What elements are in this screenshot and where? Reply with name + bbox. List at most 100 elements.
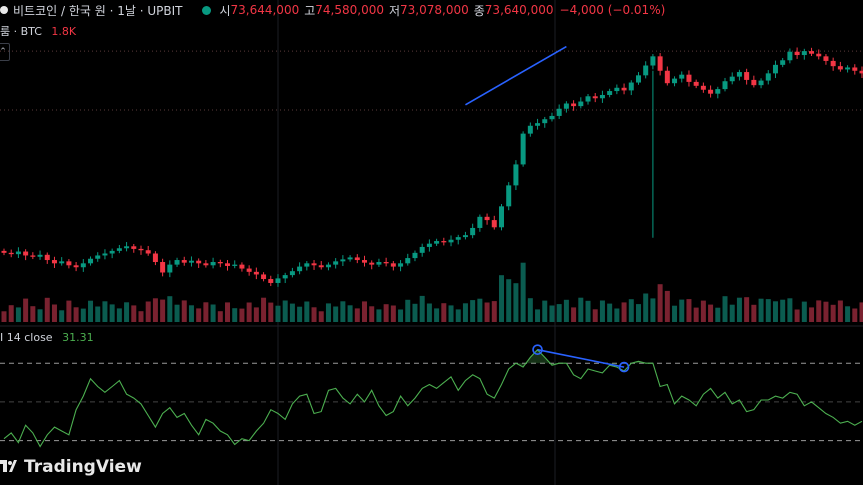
volume-bar xyxy=(102,301,108,322)
volume-bar xyxy=(513,283,519,322)
candle-body xyxy=(621,87,627,91)
bitcoin-icon xyxy=(0,4,10,16)
candle-body xyxy=(527,125,533,134)
candle-body xyxy=(145,250,151,254)
volume-bar xyxy=(261,297,267,322)
tradingview-brand[interactable]: TradingView xyxy=(0,457,142,477)
volume-bar xyxy=(152,298,158,322)
open-value: 73,644,000 xyxy=(230,3,300,17)
volume-bar xyxy=(124,302,130,322)
volume-bar xyxy=(362,301,368,322)
volume-bar xyxy=(203,302,209,322)
candle-body xyxy=(376,262,382,265)
candle-body xyxy=(520,133,526,165)
volume-bar xyxy=(484,302,490,322)
volume-bar xyxy=(23,298,29,322)
rsi-divergence-end-handle xyxy=(618,361,630,373)
volume-bar xyxy=(845,306,851,322)
candle-body xyxy=(225,263,231,266)
candle-body xyxy=(246,268,252,272)
candle-body xyxy=(362,260,368,263)
volume-bar xyxy=(585,300,591,322)
candle-body xyxy=(513,164,519,186)
volume-bar xyxy=(664,290,670,322)
rsi-legend[interactable]: I 14 close 31.31 xyxy=(0,331,94,344)
candle-body xyxy=(614,87,620,92)
candle-body xyxy=(426,243,432,247)
candle-body xyxy=(102,253,108,256)
volume-bar xyxy=(419,295,425,322)
candle-body xyxy=(484,216,490,221)
candle-body xyxy=(455,237,461,240)
volume-bar xyxy=(196,308,202,322)
volume-bar xyxy=(809,307,815,322)
volume-bar xyxy=(578,297,584,322)
volume-bar xyxy=(607,303,613,322)
volume-bar xyxy=(599,300,605,322)
candle-body xyxy=(268,279,274,283)
volume-bar xyxy=(563,299,569,322)
candle-body xyxy=(845,67,851,70)
open-label: 시 xyxy=(219,3,231,18)
volume-bar xyxy=(455,309,461,322)
volume-bar xyxy=(592,309,598,322)
low-label: 저 xyxy=(388,3,401,18)
volume-bar xyxy=(311,307,317,322)
candle-body xyxy=(217,262,223,264)
candle-body xyxy=(51,260,57,264)
volume-bar xyxy=(383,304,389,322)
volume-bar xyxy=(340,301,346,322)
candle-body xyxy=(109,250,115,254)
candle-body xyxy=(686,74,692,82)
symbol-title[interactable]: 비트코인 / 한국 원 · 1날 · UPBIT xyxy=(13,3,183,18)
volume-bar xyxy=(80,308,86,322)
candle-body xyxy=(131,246,137,249)
rsi-line xyxy=(3,348,863,448)
candle-body xyxy=(672,78,678,84)
volume-bar xyxy=(51,304,57,322)
candle-body xyxy=(650,56,656,66)
volume-bar xyxy=(852,308,858,322)
candle-body xyxy=(722,81,728,90)
candle-body xyxy=(758,80,764,86)
volume-legend-label: 룸 · BTC xyxy=(0,25,42,38)
volume-bar xyxy=(520,262,526,322)
candle-body xyxy=(599,94,605,99)
volume-bar xyxy=(772,301,778,322)
candle-body xyxy=(203,263,209,266)
volume-bar xyxy=(426,303,432,322)
volume-bar xyxy=(816,300,822,322)
volume-bar xyxy=(448,305,454,322)
volume-bar xyxy=(462,303,468,322)
candle-body xyxy=(823,56,829,61)
volume-bar xyxy=(333,306,339,322)
volume-legend[interactable]: 룸 · BTC 1.8K xyxy=(0,23,76,39)
candle-body xyxy=(282,275,288,279)
chevron-icon[interactable]: ⌃ xyxy=(0,43,10,61)
candle-body xyxy=(729,76,735,82)
volume-bar xyxy=(95,306,101,322)
close-label: 종 xyxy=(473,3,485,18)
volume-bar xyxy=(441,303,447,322)
candle-body xyxy=(390,263,396,267)
candle-body xyxy=(549,115,555,120)
volume-bar xyxy=(736,297,742,322)
candle-body xyxy=(95,255,101,259)
candle-body xyxy=(412,252,418,259)
candle-body xyxy=(160,262,166,273)
candle-body xyxy=(138,248,144,251)
volume-bar xyxy=(225,302,231,322)
volume-bar xyxy=(66,300,72,322)
candle-body xyxy=(837,66,843,70)
candle-body xyxy=(66,261,72,266)
candle-body xyxy=(354,257,360,261)
volume-bar xyxy=(614,308,620,322)
volume-bar xyxy=(801,301,807,322)
volume-bar xyxy=(412,303,418,322)
candle-body xyxy=(470,227,476,236)
candle-body xyxy=(635,75,641,83)
candle-body xyxy=(369,262,375,265)
volume-bar xyxy=(37,309,43,322)
candle-body xyxy=(318,265,324,268)
